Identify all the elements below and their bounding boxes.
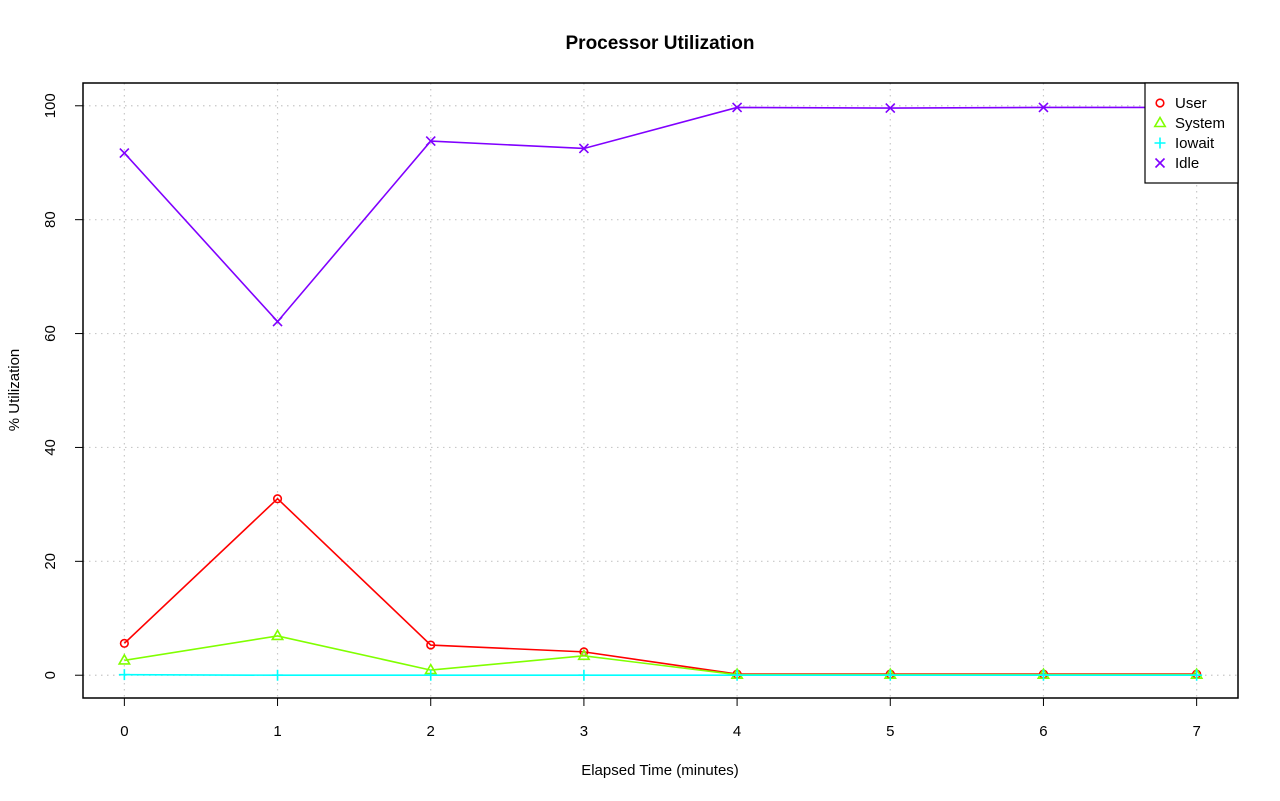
data-point-user bbox=[272, 494, 283, 504]
y-tick-label: 100 bbox=[42, 93, 59, 118]
data-point-iowait bbox=[118, 669, 130, 681]
x-axis: 0 1 2 3 4 5 6 7 bbox=[120, 698, 1201, 740]
legend-item-user: User bbox=[1155, 95, 1207, 112]
legend-symbol-user bbox=[1155, 98, 1165, 108]
series-line-idle bbox=[123, 106, 1197, 323]
data-point-iowait bbox=[731, 669, 743, 681]
chart-title: Processor Utilization bbox=[566, 33, 755, 54]
series-line-iowait bbox=[124, 673, 1197, 677]
series-iowait bbox=[118, 669, 1203, 681]
x-tick-label: 2 bbox=[427, 723, 435, 740]
x-tick-label: 5 bbox=[886, 723, 894, 740]
data-point-system bbox=[577, 648, 591, 661]
data-point-user bbox=[426, 640, 436, 650]
x-tick-label: 6 bbox=[1039, 723, 1047, 740]
y-tick-label: 60 bbox=[42, 325, 59, 342]
data-point-user bbox=[119, 638, 129, 648]
data-point-idle bbox=[885, 102, 896, 114]
x-axis-label: Elapsed Time (minutes) bbox=[581, 762, 739, 779]
legend: User System Iowait Idle bbox=[1144, 82, 1239, 184]
data-point-idle bbox=[732, 102, 743, 113]
y-tick-label: 0 bbox=[42, 671, 59, 679]
legend-item-idle: Idle bbox=[1154, 155, 1199, 172]
legend-symbol-idle bbox=[1154, 157, 1166, 169]
legend-label-user: User bbox=[1175, 95, 1207, 112]
legend-item-system: System bbox=[1153, 115, 1225, 132]
data-point-iowait bbox=[425, 669, 437, 681]
series-idle bbox=[119, 102, 1202, 327]
legend-item-iowait: Iowait bbox=[1154, 135, 1215, 152]
series-user bbox=[119, 494, 1202, 679]
legend-label-system: System bbox=[1175, 115, 1225, 132]
data-point-iowait bbox=[272, 669, 284, 681]
data-point-iowait bbox=[578, 669, 590, 681]
data-point-idle bbox=[1038, 102, 1049, 113]
legend-label-idle: Idle bbox=[1175, 155, 1199, 172]
plot-frame bbox=[82, 82, 1239, 699]
plot-series bbox=[117, 102, 1204, 681]
y-axis-label: % Utilization bbox=[6, 349, 23, 432]
y-axis: 0 20 40 60 80 100 bbox=[42, 93, 83, 679]
series-line-user bbox=[123, 497, 1197, 675]
legend-symbol-system bbox=[1153, 115, 1167, 128]
grid bbox=[83, 83, 1238, 698]
series-system bbox=[117, 628, 1204, 679]
y-tick-label: 20 bbox=[42, 553, 59, 570]
y-tick-label: 40 bbox=[42, 439, 59, 456]
data-point-iowait bbox=[1191, 669, 1203, 681]
y-tick-label: 80 bbox=[42, 211, 59, 228]
x-tick-label: 4 bbox=[733, 723, 741, 740]
x-tick-label: 7 bbox=[1192, 723, 1200, 740]
data-point-iowait bbox=[1037, 669, 1049, 681]
data-point-idle bbox=[425, 136, 436, 147]
data-point-idle bbox=[272, 316, 283, 327]
legend-symbol-iowait bbox=[1154, 137, 1166, 149]
data-point-idle bbox=[578, 143, 589, 154]
data-point-system bbox=[117, 653, 131, 665]
data-point-iowait bbox=[884, 669, 896, 681]
legend-label-iowait: Iowait bbox=[1175, 135, 1215, 152]
data-point-idle bbox=[119, 147, 130, 159]
series-line-system bbox=[124, 635, 1197, 676]
x-tick-label: 1 bbox=[273, 723, 281, 740]
x-tick-label: 0 bbox=[120, 723, 128, 740]
data-point-system bbox=[270, 628, 285, 641]
x-tick-label: 3 bbox=[580, 723, 588, 740]
